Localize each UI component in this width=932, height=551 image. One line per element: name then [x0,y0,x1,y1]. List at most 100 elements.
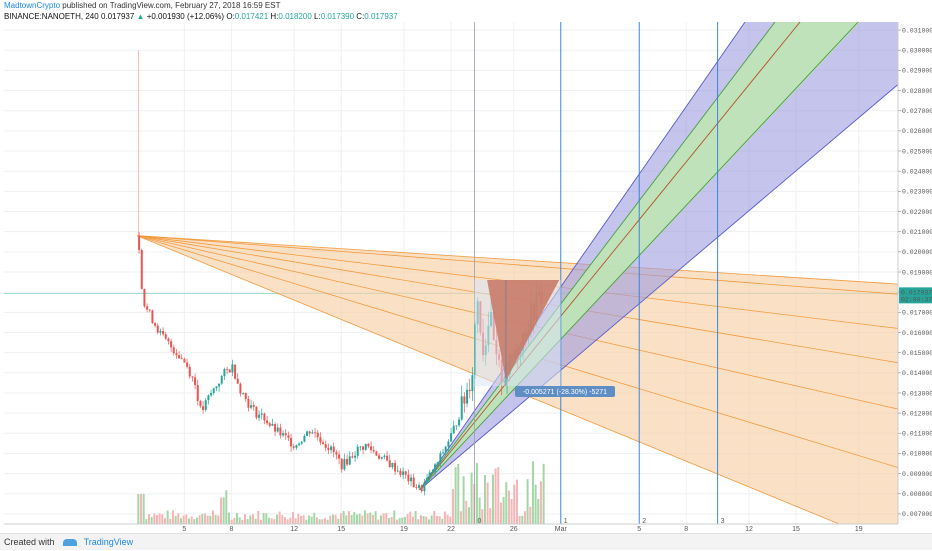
candle-body [282,433,285,436]
candle-body [242,392,245,394]
x-tick-label: 12 [290,526,298,533]
candle-body [380,456,383,459]
measure-label: -0.005271 (-28.30%) -5271 [523,389,607,396]
volume-bar [478,497,481,524]
candle-body [271,424,274,426]
volume-bar [254,518,257,524]
volume-bar [305,519,308,524]
candle-body [399,470,402,475]
candle-body [311,432,314,434]
volume-bar [366,513,369,524]
volume-bar [193,519,196,524]
candle-body [332,446,335,453]
volume-bar [489,508,492,524]
open-label: O: [226,12,235,21]
volume-bar [142,494,145,524]
candle-body [458,419,461,426]
author-link[interactable]: MadtownCrypto [4,1,61,10]
candle-body [164,334,167,339]
chart-header: MadtownCrypto published on TradingView.c… [0,0,932,22]
candle-body [194,377,197,386]
candle-body [340,458,343,470]
volume-bar [166,510,169,524]
y-tick-label: 0.007000 [902,511,932,518]
volume-bar [139,494,142,524]
volume-bar [419,515,422,524]
volume-bar [526,479,529,524]
volume-bar [307,515,310,524]
volume-bar [259,519,262,524]
volume-bar [225,490,228,524]
candle-body [159,331,162,333]
volume-bar [198,515,201,524]
candle-body [204,400,207,410]
x-tick-label: 15 [337,526,345,533]
x-tick-label: 19 [855,526,863,533]
volume-bar [150,517,153,524]
candle-body [428,472,431,478]
candle-body [314,432,317,434]
volume-bar [411,516,414,524]
volume-bar [481,509,484,524]
fib-fan-line [137,235,898,295]
volume-bar [387,517,390,524]
volume-bar [342,510,345,524]
candle-body [148,309,151,311]
price-chart[interactable]: -0.005271 (-28.30%) -5271 0.031000 0.0300… [0,0,932,533]
candle-body [434,464,437,473]
price-label-bg [899,287,932,304]
candle-body [298,443,301,446]
volume-bar [355,514,358,524]
candle-body [223,368,226,377]
volume-bar [329,515,332,524]
volume-bar [350,515,353,524]
time-marker-label: 0 [478,518,482,525]
volume-bar [321,519,324,524]
candle-body [290,437,293,447]
x-tick-label: 12 [745,526,753,533]
candle-body [378,455,381,459]
candle-body [426,477,429,483]
candle-body [212,388,215,393]
volume-bar [281,515,284,524]
y-tick-label: 0.015000 [902,350,932,357]
volume-bar [251,514,254,524]
volume-bar [459,511,462,524]
candle-body [183,359,186,363]
tradingview-link[interactable]: TradingView [83,537,134,547]
x-tick-label: Mar [555,526,568,533]
volume-bar [382,513,385,524]
candle-body [186,362,189,367]
candle-body [188,366,191,377]
volume-bar [161,514,164,524]
pitchfork-line [419,22,859,491]
candle-body [410,477,413,482]
volume-bar [302,515,305,524]
x-tick-label: 8 [229,526,233,533]
candle-body [356,446,359,456]
volume-bar [219,497,222,524]
candle-body [274,424,277,432]
volume-bar [449,516,452,524]
volume-bar [155,515,158,524]
candle-body [471,375,474,392]
volume-bar [379,515,382,524]
tradingview-logo-icon [63,539,78,547]
volume-bar [427,519,430,524]
volume-bar [446,514,449,524]
volume-bar [286,519,289,524]
volume-bar [227,512,230,524]
candle-body [327,447,330,451]
volume-bar [137,494,140,524]
created-with-label: Created with [4,537,55,547]
candle-body [258,414,261,418]
publish-info: MadtownCrypto published on TradingView.c… [4,0,932,11]
candle-body [268,423,271,426]
candle-body [247,399,250,408]
volume-bar [241,519,244,524]
candle-body [207,395,210,401]
candle-body [303,435,306,442]
candle-body [228,369,231,373]
candle-body [178,355,181,359]
candle-body [236,378,239,384]
